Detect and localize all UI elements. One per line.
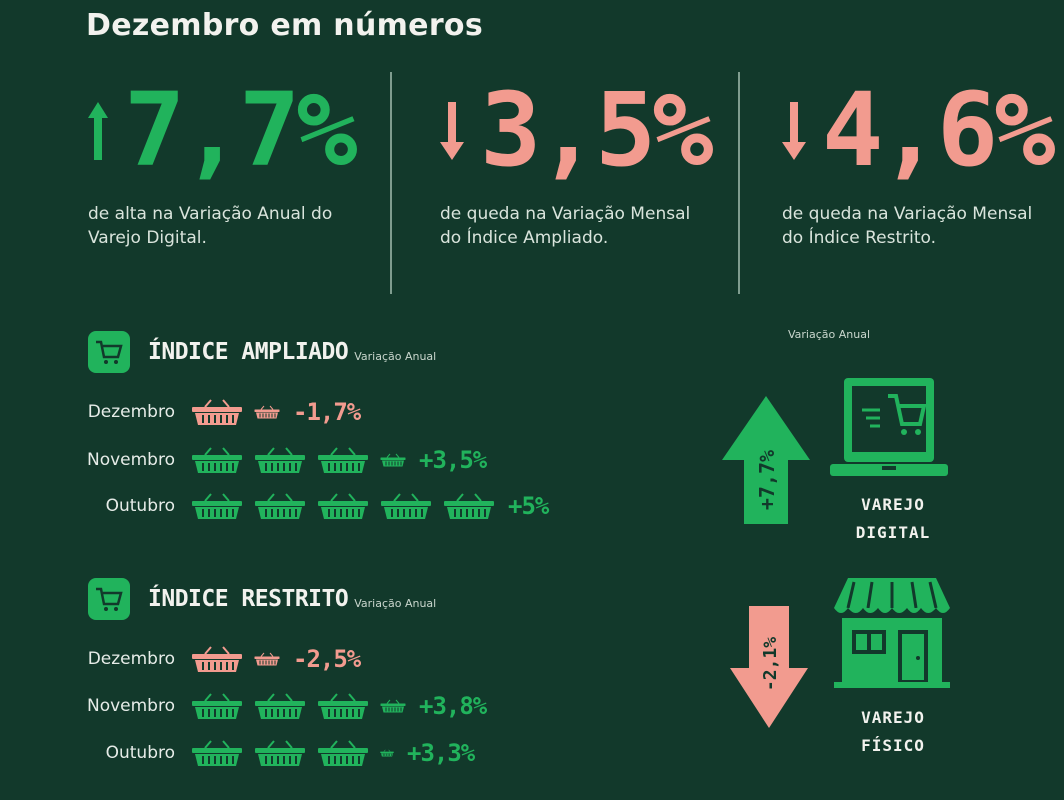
channel-label-line: DIGITAL <box>855 523 931 542</box>
arrow-down-icon <box>440 102 464 160</box>
basket-icon <box>191 492 243 520</box>
row-label: Novembro <box>86 450 175 470</box>
basket-icon <box>191 692 243 720</box>
stat-value: 4,6% <box>822 71 1056 190</box>
basket-icon <box>380 492 432 520</box>
row-label: Outubro <box>105 743 175 763</box>
section-indice-ampliado: ÍNDICE AMPLIADO Variação Anual <box>88 331 436 373</box>
stat-value: 7,7% <box>124 71 358 190</box>
stat-description: de queda na Variação Mensal do Índice Am… <box>440 204 691 248</box>
basket-icon <box>191 645 243 673</box>
shopping-cart-icon <box>88 578 130 620</box>
big-down-arrow: -2,1% <box>730 606 808 728</box>
row-restrito-outubro: Outubro +3,3% <box>80 735 475 771</box>
row-value: +3,5% <box>419 446 487 474</box>
arrow-up-icon <box>88 102 108 160</box>
row-label: Outubro <box>105 496 175 516</box>
arrow-down-icon <box>782 102 806 160</box>
basket-icon <box>191 398 243 426</box>
row-label: Novembro <box>86 696 175 716</box>
basket-icon <box>254 692 306 720</box>
stat-description: de queda na Variação Mensal do Índice Re… <box>782 204 1033 248</box>
section-title: ÍNDICE AMPLIADO <box>148 339 349 365</box>
basket-icon <box>380 446 406 474</box>
channel-label-line: VAREJO <box>861 708 925 727</box>
stat-restrito-monthly: 4,6% de queda na Variação Mensal do Índi… <box>782 71 1056 250</box>
basket-icon <box>380 739 394 767</box>
basket-icon <box>254 446 306 474</box>
channel-label-line: FÍSICO <box>861 736 925 755</box>
channel-label-line: VAREJO <box>861 495 925 514</box>
channel-label-digital: VAREJO DIGITAL <box>838 491 948 547</box>
stat-description: de alta na Variação Anual do Varejo Digi… <box>88 204 333 248</box>
section-subtitle: Variação Anual <box>354 596 437 610</box>
row-value: -2,5% <box>293 645 361 673</box>
section-indice-restrito: ÍNDICE RESTRITO Variação Anual <box>88 578 436 620</box>
row-restrito-novembro: Novembro +3,8% <box>80 688 487 724</box>
row-value: +5% <box>508 492 549 520</box>
basket-icon <box>254 739 306 767</box>
basket-icon <box>380 692 406 720</box>
basket-icon <box>317 492 369 520</box>
row-restrito-dezembro: Dezembro -2,5% <box>80 641 361 677</box>
shopping-cart-icon <box>88 331 130 373</box>
basket-icon <box>317 692 369 720</box>
channel-label-fisico: VAREJO FÍSICO <box>838 704 948 760</box>
row-label: Dezembro <box>87 402 175 422</box>
fisico-variation-value: -2,1% <box>760 637 781 691</box>
divider <box>390 72 392 294</box>
basket-icon <box>191 446 243 474</box>
row-label: Dezembro <box>87 649 175 669</box>
stat-value: 3,5% <box>480 71 714 190</box>
digital-variation-value: +7,7% <box>755 450 779 510</box>
big-up-arrow: +7,7% <box>722 396 810 524</box>
row-value: -1,7% <box>293 398 361 426</box>
laptop-cart-icon <box>830 378 948 476</box>
divider <box>738 72 740 294</box>
row-value: +3,8% <box>419 692 487 720</box>
basket-icon <box>443 492 495 520</box>
basket-icon <box>254 492 306 520</box>
section-subtitle: Variação Anual <box>354 349 437 363</box>
row-value: +3,3% <box>407 739 475 767</box>
row-ampliado-novembro: Novembro +3,5% <box>80 442 487 478</box>
basket-icon <box>317 446 369 474</box>
basket-icon <box>191 739 243 767</box>
stat-digital-annual: 7,7% de alta na Variação Anual do Varejo… <box>88 71 358 250</box>
stat-ampliado-monthly: 3,5% de queda na Variação Mensal do Índi… <box>440 71 714 250</box>
storefront-icon <box>834 578 950 688</box>
row-ampliado-dezembro: Dezembro -1,7% <box>80 394 361 430</box>
basket-icon <box>254 645 280 673</box>
page-title: Dezembro em números <box>86 8 483 43</box>
row-ampliado-outubro: Outubro +5% <box>80 488 549 524</box>
basket-icon <box>317 739 369 767</box>
right-panel-caption: Variação Anual <box>788 328 871 341</box>
section-title: ÍNDICE RESTRITO <box>148 586 349 612</box>
basket-icon <box>254 398 280 426</box>
